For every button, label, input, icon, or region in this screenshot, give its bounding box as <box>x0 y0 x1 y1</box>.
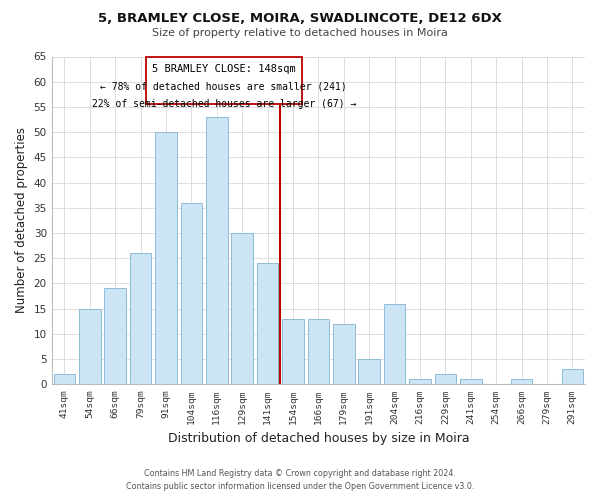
Bar <box>79 308 101 384</box>
Bar <box>308 318 329 384</box>
Text: Contains HM Land Registry data © Crown copyright and database right 2024.
Contai: Contains HM Land Registry data © Crown c… <box>126 470 474 491</box>
Text: Size of property relative to detached houses in Moira: Size of property relative to detached ho… <box>152 28 448 38</box>
Bar <box>562 369 583 384</box>
Bar <box>206 117 227 384</box>
X-axis label: Distribution of detached houses by size in Moira: Distribution of detached houses by size … <box>167 432 469 445</box>
Bar <box>460 380 482 384</box>
Bar <box>155 132 177 384</box>
Bar <box>104 288 126 384</box>
Y-axis label: Number of detached properties: Number of detached properties <box>15 128 28 314</box>
Bar <box>53 374 75 384</box>
Text: 5, BRAMLEY CLOSE, MOIRA, SWADLINCOTE, DE12 6DX: 5, BRAMLEY CLOSE, MOIRA, SWADLINCOTE, DE… <box>98 12 502 26</box>
Text: 5 BRAMLEY CLOSE: 148sqm: 5 BRAMLEY CLOSE: 148sqm <box>152 64 296 74</box>
Bar <box>282 318 304 384</box>
Bar <box>130 253 151 384</box>
Bar <box>333 324 355 384</box>
Text: ← 78% of detached houses are smaller (241): ← 78% of detached houses are smaller (24… <box>100 82 347 92</box>
Bar <box>384 304 406 384</box>
Bar <box>358 359 380 384</box>
Text: 22% of semi-detached houses are larger (67) →: 22% of semi-detached houses are larger (… <box>92 100 356 110</box>
Bar <box>181 203 202 384</box>
FancyBboxPatch shape <box>146 56 302 104</box>
Bar <box>511 380 532 384</box>
Bar <box>232 233 253 384</box>
Bar <box>409 380 431 384</box>
Bar <box>257 264 278 384</box>
Bar <box>434 374 456 384</box>
